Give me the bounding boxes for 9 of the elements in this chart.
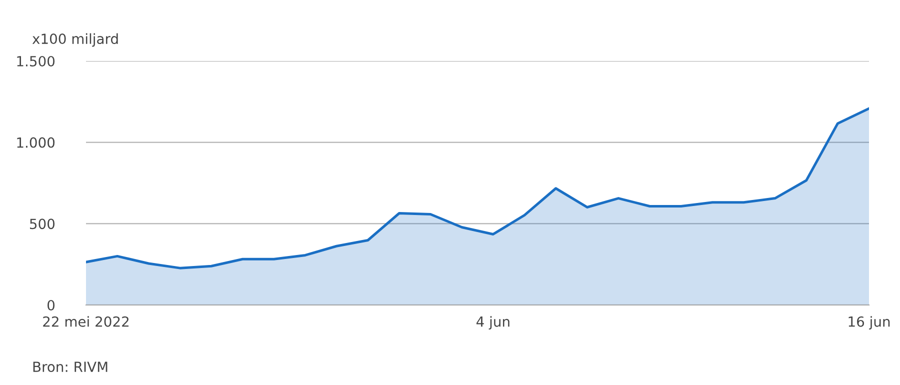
text: Bron: RIVM [33,362,108,372]
x-tick-label: 16 jun [848,316,890,330]
y-tick-label: 500 [30,218,55,230]
x-tick-label: 4 jun [476,316,510,330]
y-axis-title: x100 miljard [32,33,118,47]
y-tick-label: 1.000 [17,137,55,148]
x-tick-label: 22 mei 2022 [43,316,128,327]
y-tick-label: 1.500 [17,56,55,66]
y-tick-label: 0 [48,300,55,310]
